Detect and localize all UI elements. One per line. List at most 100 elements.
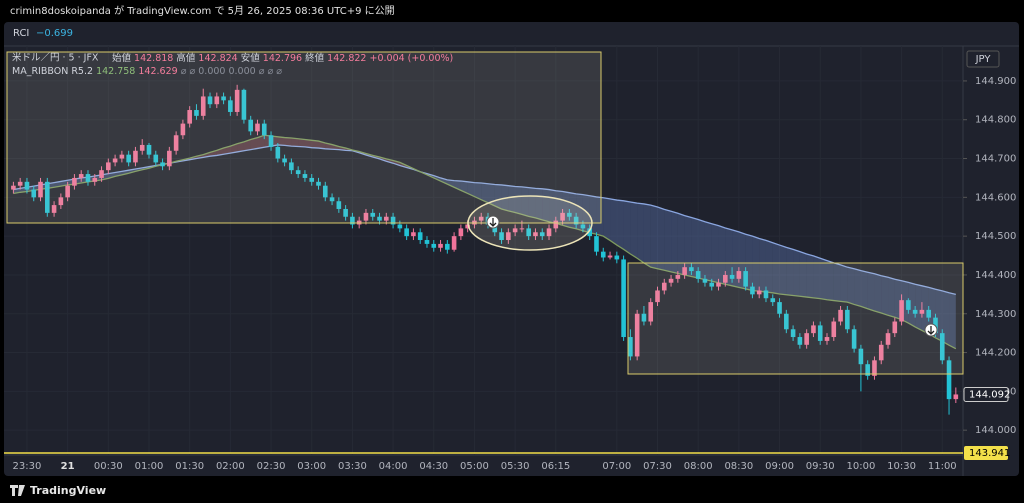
ribbon-fill: [332, 144, 339, 150]
candle-body: [892, 321, 898, 334]
ribbon-fill: [521, 186, 529, 217]
legend-item: 0.000: [228, 66, 255, 77]
candle-body: [689, 267, 694, 272]
ribbon-fill: [657, 207, 665, 271]
y-tick-label: 144.700: [975, 154, 1016, 165]
candle-body: [106, 162, 111, 171]
candle-body: [282, 158, 287, 163]
legend-item: 0.000: [198, 66, 225, 77]
y-tick-label: 144.200: [975, 348, 1016, 359]
candle-body: [187, 110, 192, 124]
symbol: 米ドル／円 · 5 · JFX: [12, 52, 99, 64]
event-icon-arrow: [489, 218, 497, 227]
candle-body: [322, 185, 328, 198]
candle-body: [912, 309, 918, 314]
candle-body: [411, 232, 416, 237]
candle-body: [24, 181, 30, 190]
candle-body: [445, 243, 450, 250]
x-tick-label: 03:30: [338, 461, 367, 472]
ribbon-fill: [298, 138, 305, 147]
brand: TradingView: [30, 484, 106, 497]
candle-body: [851, 329, 857, 349]
legend-item: 142.822: [327, 53, 366, 64]
candle-body: [65, 185, 70, 198]
candle-body: [268, 135, 274, 147]
candle-body: [343, 208, 348, 217]
ribbon-fill: [237, 141, 244, 152]
candle-body: [350, 216, 355, 225]
candle-body: [533, 232, 538, 237]
ribbon-fill: [494, 184, 502, 209]
candle-body: [404, 228, 409, 237]
ribbon-fill: [243, 139, 251, 151]
candle-body: [750, 286, 755, 295]
legend-item: ⌀: [259, 66, 265, 77]
ribbon-fill: [921, 285, 929, 334]
candle-body: [51, 205, 57, 213]
ribbon-fill: [250, 137, 258, 150]
candle-body: [777, 302, 782, 314]
legend-item: MA_RIBBON R5.2: [12, 66, 93, 77]
candle-body: [153, 154, 159, 163]
rci-name: RCI: [13, 28, 29, 39]
y-tick-label: 144.000: [975, 425, 1016, 436]
ribbon-fill: [528, 187, 536, 218]
candle-body: [553, 220, 559, 229]
candle-body: [634, 313, 640, 357]
ribbon-fill: [840, 264, 848, 303]
candle-body: [763, 290, 769, 299]
candle-body: [784, 313, 789, 330]
candle-body: [465, 224, 470, 229]
candle-body: [804, 333, 809, 345]
ribbon-fill: [827, 260, 834, 301]
candle-body: [702, 278, 708, 283]
candle-body: [431, 243, 437, 248]
ribbon-fill: [888, 277, 895, 318]
candle-body: [499, 232, 504, 241]
candle-body: [953, 394, 959, 400]
candle-body: [228, 100, 233, 112]
candle-body: [316, 181, 321, 186]
ribbon-fill: [704, 221, 712, 282]
x-tick-label: 21: [61, 461, 75, 472]
candle-body: [221, 96, 226, 101]
x-tick-label: 01:00: [135, 461, 164, 472]
ellipse-drawing: [467, 195, 593, 251]
x-tick-label: 00:30: [94, 461, 123, 472]
ribbon-fill: [257, 135, 265, 149]
ribbon-fill: [860, 270, 868, 309]
candle-body: [668, 278, 674, 283]
ribbon-fill: [854, 268, 861, 307]
candle-body: [295, 170, 301, 175]
candle-body: [770, 298, 776, 303]
candle-body: [119, 154, 125, 159]
rci-value: −0.699: [36, 28, 73, 39]
candle-body: [492, 224, 498, 233]
x-tick-label: 08:00: [684, 461, 713, 472]
ribbon-fill: [881, 275, 889, 316]
candle-body: [17, 181, 23, 186]
candle-body: [302, 174, 308, 178]
event-icon-arrow: [927, 326, 935, 335]
candle-body: [384, 216, 389, 221]
ribbon-fill: [867, 272, 875, 312]
candle-body: [906, 300, 911, 310]
candle-body: [167, 150, 172, 167]
x-tick-label: 11:00: [928, 461, 957, 472]
candle-body: [614, 255, 620, 260]
candle-body: [363, 212, 369, 221]
candle-body: [11, 185, 16, 190]
candle-body: [370, 212, 376, 217]
candle-body: [519, 228, 525, 230]
ribbon-fill: [610, 198, 617, 246]
candle-body: [919, 309, 925, 314]
legend-item: +0.004 (+0.00%): [370, 53, 454, 64]
ribbon-fill: [793, 249, 800, 297]
x-tick-label: 10:00: [846, 461, 875, 472]
candle-body: [126, 154, 131, 163]
x-tick-label: 04:00: [379, 461, 408, 472]
candle-body: [580, 224, 586, 229]
candle-body: [865, 364, 870, 376]
candle-body: [655, 290, 660, 303]
y-tick-label: 144.600: [975, 192, 1016, 203]
